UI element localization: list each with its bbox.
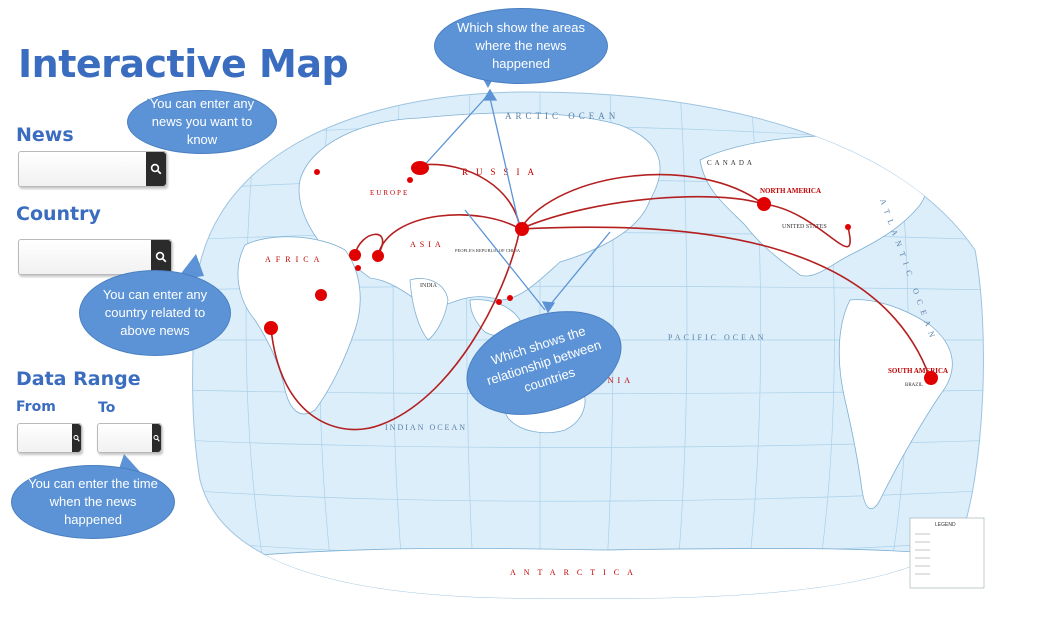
news-search-button[interactable]: [146, 152, 166, 186]
legend-title: LEGEND: [935, 522, 956, 528]
callout-news-text: You can enter any news you want to know: [127, 90, 277, 154]
news-search: [18, 151, 167, 187]
arc-northamerica-china: [519, 195, 764, 230]
map-label-canada: CANADA: [707, 159, 755, 167]
arc-africa-loop: [270, 228, 521, 431]
africa-shape: [237, 236, 361, 415]
arc-china-northamerica: [519, 173, 764, 230]
hotspot-middle-east-3[interactable]: [355, 265, 361, 271]
map-label-africa: AFRICA: [265, 255, 324, 264]
map-label-prc: PEOPLE'S REPUBLIC OF CHINA: [455, 248, 521, 253]
news-label: News: [16, 124, 74, 146]
hotspot-east-africa[interactable]: [315, 289, 327, 301]
map-legend: LEGEND: [909, 517, 985, 589]
arc-china-samerica: [519, 226, 931, 379]
callout-country-text: You can enter any country related to abo…: [79, 270, 231, 356]
magnifier-icon: [153, 434, 160, 442]
map-label-south-america: SOUTH AMERICA: [888, 367, 948, 375]
map-label-russia: RUSSIA: [462, 167, 542, 177]
map-label-antarctica: ANTARCTICA: [510, 568, 641, 577]
greenland-shape: [857, 97, 916, 127]
hotspot-west-europe[interactable]: [314, 169, 320, 175]
from-label: From: [16, 399, 56, 415]
arc-northamerica-samerica: [762, 203, 851, 248]
from-date-button[interactable]: [72, 424, 81, 452]
hotspot-south-america[interactable]: [924, 371, 938, 385]
country-search: [18, 239, 172, 275]
map-label-arctic: ARCTIC OCEAN: [505, 111, 619, 121]
map-label-pacific: PACIFIC OCEAN: [668, 333, 767, 342]
india-shape: [409, 278, 449, 341]
hotspot-middle-east-1[interactable]: [349, 249, 361, 261]
magnifier-icon: [150, 163, 162, 175]
news-search-input[interactable]: [19, 152, 146, 186]
relationship-arcs: [270, 163, 931, 431]
hotspot-north-america[interactable]: [757, 197, 771, 211]
map-label-europe: EUROPE: [370, 189, 409, 197]
map-label-indian: INDIAN OCEAN: [385, 423, 467, 432]
to-date-field: [97, 423, 162, 453]
hotspot-middle-east-2[interactable]: [372, 250, 384, 262]
antarctica-shape: [199, 547, 984, 599]
hotspot-russia[interactable]: [411, 161, 429, 175]
news-hotspots: [264, 161, 938, 385]
hotspot-se-asia-1[interactable]: [507, 295, 513, 301]
callout-time-text: You can enter the time when the news hap…: [11, 465, 175, 539]
from-date-field: [17, 423, 82, 453]
country-search-button[interactable]: [151, 240, 171, 274]
hotspot-china[interactable]: [515, 222, 529, 236]
page-title: Interactive Map: [18, 42, 349, 86]
callout-areas-text: Which show the areas where the news happ…: [434, 8, 608, 84]
map-label-brazil: BRAZIL: [905, 383, 923, 388]
arc-europe-china: [377, 214, 521, 256]
from-date-input[interactable]: [18, 424, 72, 452]
country-label: Country: [16, 203, 101, 225]
date-range-label: Data Range: [16, 368, 141, 390]
map-label-north-america: NORTH AMERICA: [760, 187, 821, 195]
country-search-input[interactable]: [19, 240, 151, 274]
hotspot-se-asia-2[interactable]: [496, 299, 502, 305]
to-label: To: [98, 400, 116, 416]
hotspot-us-east[interactable]: [845, 224, 851, 230]
map-label-india: INDIA: [420, 283, 438, 289]
arc-europe-loop: [354, 233, 384, 256]
south-america-shape: [838, 299, 953, 510]
map-label-asia: ASIA: [410, 240, 445, 249]
to-date-button[interactable]: [152, 424, 161, 452]
hotspot-europe-small[interactable]: [407, 177, 413, 183]
hotspot-west-africa[interactable]: [264, 321, 278, 335]
continents: [199, 97, 984, 599]
magnifier-icon: [73, 434, 80, 442]
map-label-united-states: UNITED STATES: [782, 224, 827, 230]
pointer-arrows: [419, 88, 611, 314]
to-date-input[interactable]: [98, 424, 152, 452]
magnifier-icon: [155, 251, 167, 263]
